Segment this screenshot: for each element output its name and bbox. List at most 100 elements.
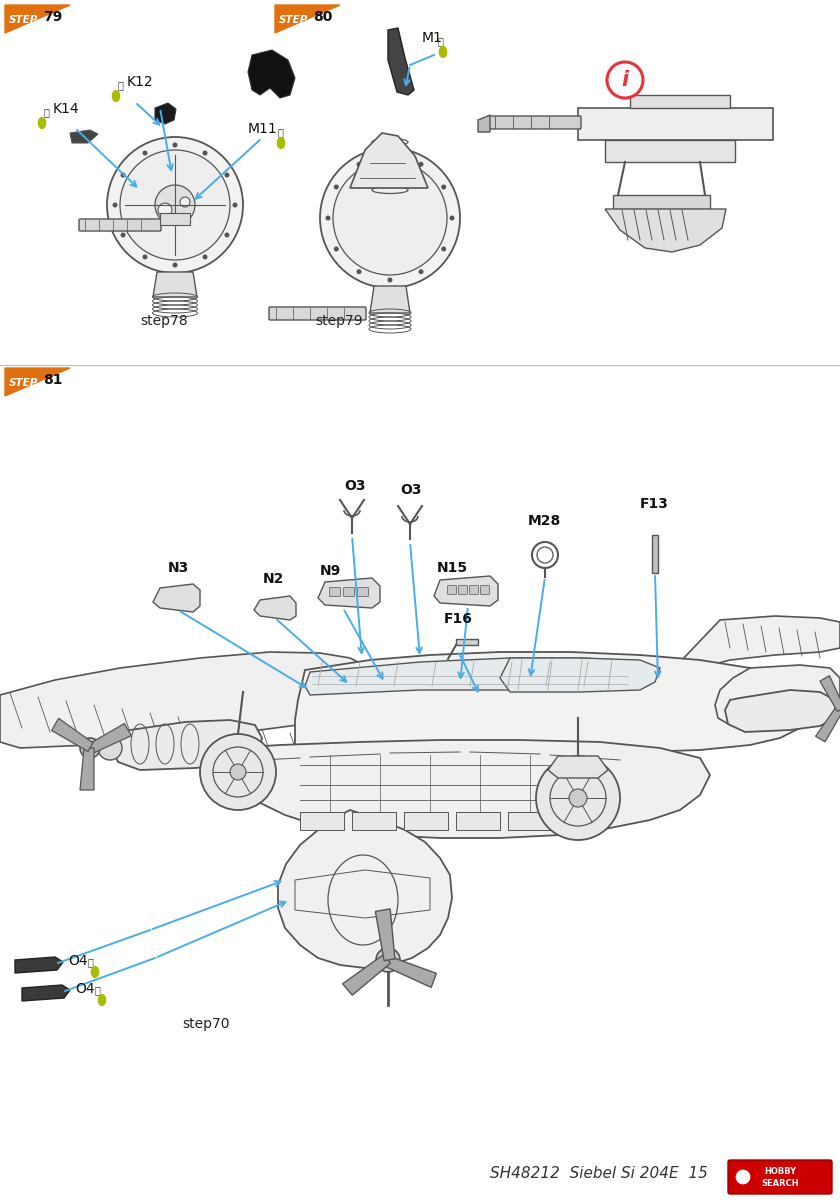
Text: STEP: STEP [9, 378, 39, 388]
FancyBboxPatch shape [652, 535, 658, 572]
Circle shape [80, 738, 100, 758]
Circle shape [200, 734, 276, 810]
Polygon shape [388, 28, 414, 95]
Text: N3: N3 [168, 560, 189, 575]
Text: M1: M1 [422, 31, 443, 44]
Circle shape [224, 233, 229, 238]
Text: 80: 80 [313, 10, 333, 24]
FancyBboxPatch shape [508, 812, 552, 830]
Circle shape [120, 233, 125, 238]
Text: step78: step78 [140, 314, 187, 328]
Circle shape [356, 269, 361, 274]
Text: 79: 79 [43, 10, 62, 24]
Circle shape [320, 148, 460, 288]
FancyBboxPatch shape [470, 586, 479, 594]
FancyBboxPatch shape [613, 194, 710, 209]
FancyBboxPatch shape [344, 588, 354, 596]
Text: STEP: STEP [279, 14, 308, 25]
Circle shape [143, 150, 148, 156]
Circle shape [224, 173, 229, 178]
Text: ⓓ: ⓓ [278, 127, 284, 137]
Polygon shape [386, 956, 436, 988]
FancyBboxPatch shape [459, 586, 467, 594]
Polygon shape [275, 5, 340, 32]
Polygon shape [305, 658, 630, 695]
Polygon shape [200, 740, 710, 838]
Polygon shape [816, 708, 840, 742]
Polygon shape [478, 115, 490, 132]
Text: step79: step79 [315, 314, 363, 328]
Text: M28: M28 [528, 514, 561, 528]
Text: Ⓒ: Ⓒ [88, 958, 94, 967]
Circle shape [230, 764, 246, 780]
Polygon shape [350, 133, 428, 188]
FancyBboxPatch shape [160, 214, 190, 226]
Polygon shape [605, 209, 726, 252]
Circle shape [107, 137, 243, 272]
Text: step70: step70 [182, 1018, 229, 1031]
Circle shape [418, 162, 423, 167]
Circle shape [376, 948, 400, 972]
Polygon shape [254, 596, 296, 620]
Text: F16: F16 [444, 612, 473, 626]
FancyBboxPatch shape [456, 638, 478, 646]
Polygon shape [5, 368, 70, 396]
Text: N9: N9 [320, 564, 341, 578]
Text: K14: K14 [53, 102, 80, 116]
Circle shape [180, 197, 190, 206]
Polygon shape [820, 676, 840, 712]
Polygon shape [80, 748, 94, 790]
Circle shape [333, 246, 339, 252]
Polygon shape [248, 50, 295, 98]
Text: N15: N15 [437, 560, 468, 575]
Text: K12: K12 [127, 74, 154, 89]
FancyBboxPatch shape [489, 116, 581, 128]
Polygon shape [375, 908, 395, 961]
Ellipse shape [98, 995, 106, 1006]
Polygon shape [51, 719, 93, 751]
Text: O4: O4 [68, 954, 87, 968]
FancyBboxPatch shape [300, 812, 344, 830]
Circle shape [155, 185, 195, 226]
Circle shape [143, 254, 148, 259]
FancyBboxPatch shape [605, 140, 735, 162]
Polygon shape [548, 756, 608, 778]
FancyBboxPatch shape [79, 218, 161, 230]
Polygon shape [278, 810, 452, 968]
Circle shape [202, 254, 207, 259]
Circle shape [736, 1170, 750, 1184]
FancyBboxPatch shape [578, 108, 773, 140]
Polygon shape [715, 665, 840, 725]
Circle shape [172, 143, 177, 148]
Text: SH48212  Siebel Si 204E  15: SH48212 Siebel Si 204E 15 [490, 1166, 708, 1181]
Ellipse shape [92, 967, 98, 977]
Circle shape [333, 161, 447, 275]
Polygon shape [434, 576, 498, 606]
Text: SEARCH: SEARCH [761, 1178, 799, 1188]
Circle shape [536, 756, 620, 840]
Text: 81: 81 [43, 373, 62, 386]
Polygon shape [5, 5, 70, 32]
Polygon shape [155, 103, 176, 124]
Circle shape [607, 62, 643, 98]
Polygon shape [112, 720, 262, 770]
Polygon shape [725, 690, 835, 732]
Polygon shape [0, 652, 375, 748]
Circle shape [233, 203, 238, 208]
Polygon shape [153, 272, 197, 296]
Text: M11: M11 [248, 122, 278, 136]
Circle shape [98, 736, 122, 760]
Text: Ⓔ: Ⓔ [438, 36, 444, 46]
Circle shape [569, 790, 587, 806]
Polygon shape [343, 955, 391, 995]
Ellipse shape [39, 118, 45, 128]
Polygon shape [500, 658, 660, 692]
Text: STEP: STEP [9, 14, 39, 25]
Polygon shape [318, 578, 380, 608]
Circle shape [333, 185, 339, 190]
Ellipse shape [277, 138, 285, 149]
Polygon shape [15, 958, 63, 973]
FancyBboxPatch shape [480, 586, 490, 594]
Circle shape [120, 150, 230, 260]
FancyBboxPatch shape [352, 812, 396, 830]
